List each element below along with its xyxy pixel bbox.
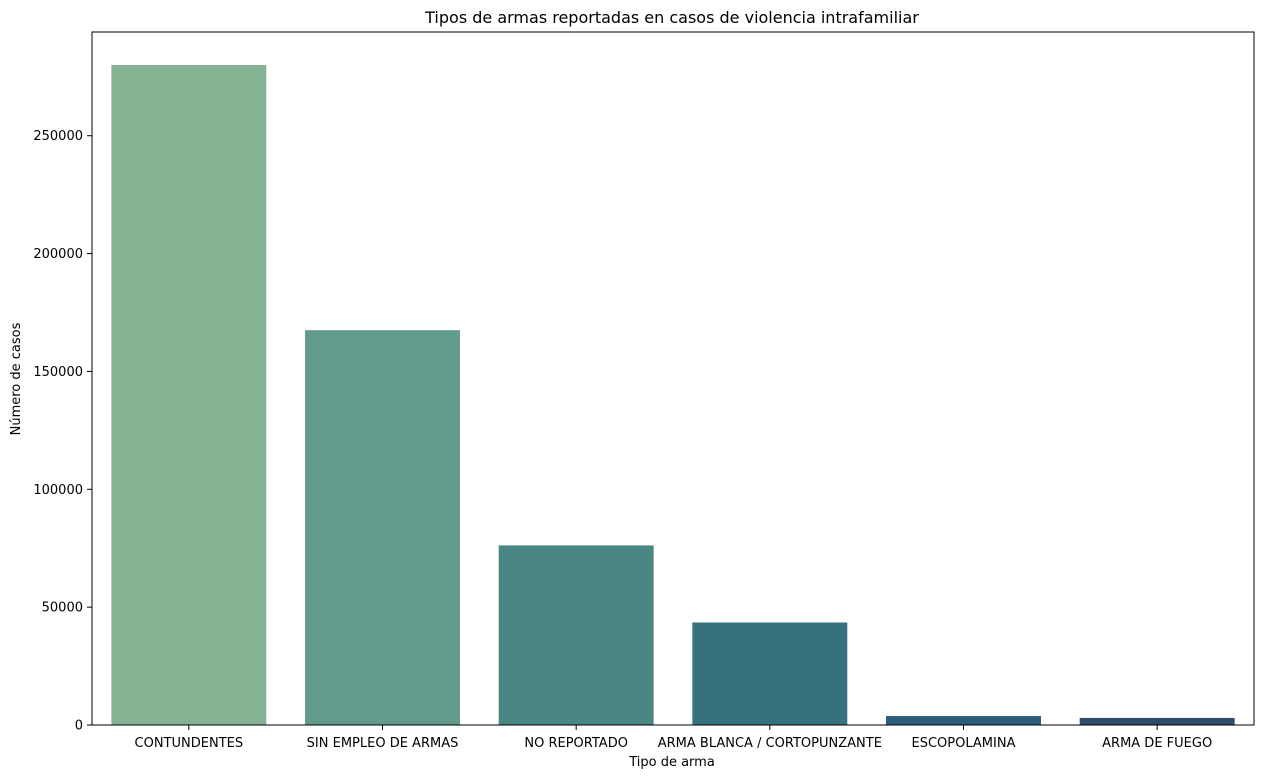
y-tick-label: 200000	[33, 247, 83, 262]
x-tick-label: ESCOPOLAMINA	[912, 736, 1016, 751]
x-tick-label: ARMA BLANCA / CORTOPUNZANTE	[658, 736, 882, 751]
x-tick-label: NO REPORTADO	[524, 736, 628, 751]
plot-frame	[91, 31, 1255, 726]
x-axis-label: Tipo de arma	[628, 755, 715, 770]
x-axis: CONTUNDENTES SIN EMPLEO DE ARMAS NO REPORT…	[135, 725, 1212, 751]
y-axis: 0 50000 100000 150000 200000 250000	[33, 129, 92, 734]
bar-4	[886, 716, 1041, 725]
bar-0	[111, 65, 267, 725]
bar-3	[692, 622, 848, 725]
x-tick-label: SIN EMPLEO DE ARMAS	[307, 736, 459, 751]
y-tick-label: 0	[75, 719, 83, 734]
y-tick-label: 50000	[42, 601, 83, 616]
y-tick-label: 150000	[33, 365, 83, 380]
x-tick-label: CONTUNDENTES	[135, 736, 244, 751]
bar-2	[498, 545, 654, 725]
bar-1	[305, 330, 460, 725]
chart-title: Tipos de armas reportadas en casos de vi…	[424, 8, 919, 27]
y-tick-label: 250000	[33, 129, 83, 144]
y-axis-label: Número de casos	[9, 322, 24, 435]
bars-group	[111, 65, 1235, 725]
bar-5	[1079, 717, 1235, 725]
x-tick-label: ARMA DE FUEGO	[1102, 736, 1212, 751]
y-tick-label: 100000	[33, 483, 83, 498]
